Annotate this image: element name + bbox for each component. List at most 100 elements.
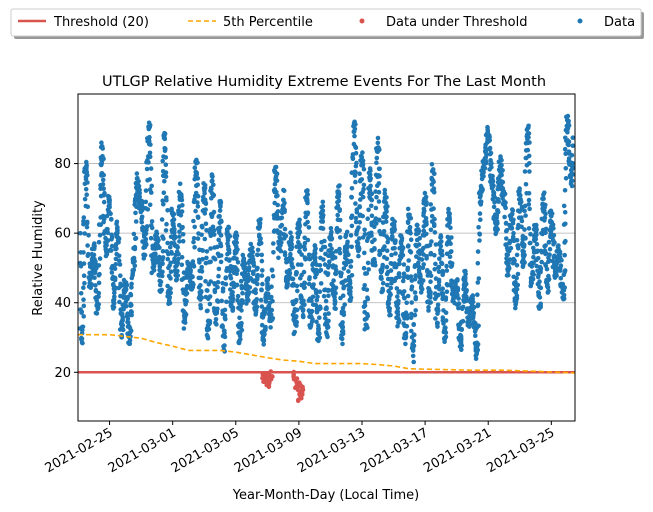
data-point	[463, 275, 468, 280]
data-point	[519, 224, 524, 230]
data-point	[257, 232, 262, 238]
data-point	[475, 303, 481, 309]
data-point	[404, 323, 410, 329]
data-point	[179, 254, 185, 260]
data-point	[348, 285, 353, 290]
data-point	[403, 310, 409, 316]
data-point	[99, 161, 104, 166]
data-point	[436, 265, 442, 270]
data-point	[81, 297, 86, 303]
data-point	[562, 188, 568, 193]
data-point	[100, 146, 105, 151]
data-point	[217, 225, 223, 230]
data-point	[265, 291, 271, 297]
data-point	[339, 271, 344, 276]
data-point	[561, 292, 567, 298]
x-tick-label: 2021-02-25	[43, 425, 116, 476]
data-point	[499, 158, 504, 163]
data-point	[114, 219, 120, 225]
data-point	[78, 230, 83, 236]
data-point	[502, 214, 507, 220]
data-point	[551, 226, 556, 231]
data-point	[269, 307, 275, 313]
data-point	[470, 294, 475, 299]
data-point	[260, 281, 265, 287]
data-point	[360, 150, 365, 155]
data-point	[163, 174, 169, 179]
data-point	[217, 208, 223, 213]
data-point	[368, 168, 373, 173]
data-point	[255, 247, 261, 253]
data-point	[261, 338, 267, 344]
data-point	[165, 208, 170, 213]
data-point	[149, 183, 154, 189]
data-point	[542, 190, 547, 195]
data-point	[79, 340, 85, 346]
data-point	[365, 295, 370, 301]
data-point	[428, 250, 434, 256]
data-point	[365, 313, 371, 319]
data-point	[408, 231, 413, 236]
data-point	[385, 204, 390, 209]
data-point	[442, 336, 448, 342]
data-point	[128, 303, 133, 309]
data-point	[464, 298, 469, 304]
data-point	[176, 251, 181, 257]
data-point	[124, 303, 129, 309]
data-point	[489, 161, 494, 166]
data-point	[445, 282, 450, 288]
data-point	[135, 180, 141, 185]
data-point	[222, 343, 227, 348]
data-point	[514, 275, 519, 281]
data-point	[99, 140, 104, 145]
data-point	[353, 219, 359, 225]
data-point	[241, 256, 246, 262]
under-threshold-point	[268, 369, 274, 374]
data-point	[449, 235, 454, 240]
data-point	[504, 236, 509, 241]
data-point	[565, 138, 571, 143]
data-point	[134, 171, 140, 176]
data-point	[376, 181, 382, 186]
data-point	[416, 264, 422, 270]
data-point	[436, 292, 441, 298]
data-point	[346, 269, 351, 274]
under-threshold-point	[261, 371, 266, 376]
data-point	[125, 319, 130, 325]
data-point	[204, 255, 209, 261]
data-point	[211, 182, 216, 188]
data-point	[523, 141, 529, 146]
data-point	[409, 300, 415, 305]
data-point	[160, 249, 166, 254]
data-point	[237, 338, 242, 344]
data-point	[132, 263, 138, 269]
data-point	[81, 250, 86, 255]
data-point	[326, 293, 331, 299]
data-point	[340, 305, 346, 311]
data-point	[475, 280, 481, 285]
data-point	[320, 226, 326, 231]
legend: Threshold (20) 5th Percentile Data under…	[10, 8, 644, 39]
data-point	[203, 279, 208, 284]
data-point	[375, 135, 381, 141]
data-point	[157, 282, 163, 288]
data-point	[377, 251, 383, 256]
data-point	[80, 324, 86, 330]
data-point	[482, 166, 488, 171]
data-point	[384, 214, 389, 220]
data-point	[325, 272, 331, 278]
data-point	[184, 291, 190, 296]
data-point	[542, 244, 547, 249]
data-point	[258, 236, 263, 241]
data-point	[407, 224, 413, 230]
data-point	[531, 254, 536, 260]
data-point	[537, 295, 543, 300]
data-point	[488, 150, 494, 156]
data-point	[177, 239, 182, 244]
data-point	[503, 221, 509, 226]
data-point	[421, 206, 427, 212]
data-point	[100, 213, 106, 219]
data-point	[398, 233, 403, 238]
data-point	[182, 310, 188, 316]
data-point	[222, 313, 228, 318]
